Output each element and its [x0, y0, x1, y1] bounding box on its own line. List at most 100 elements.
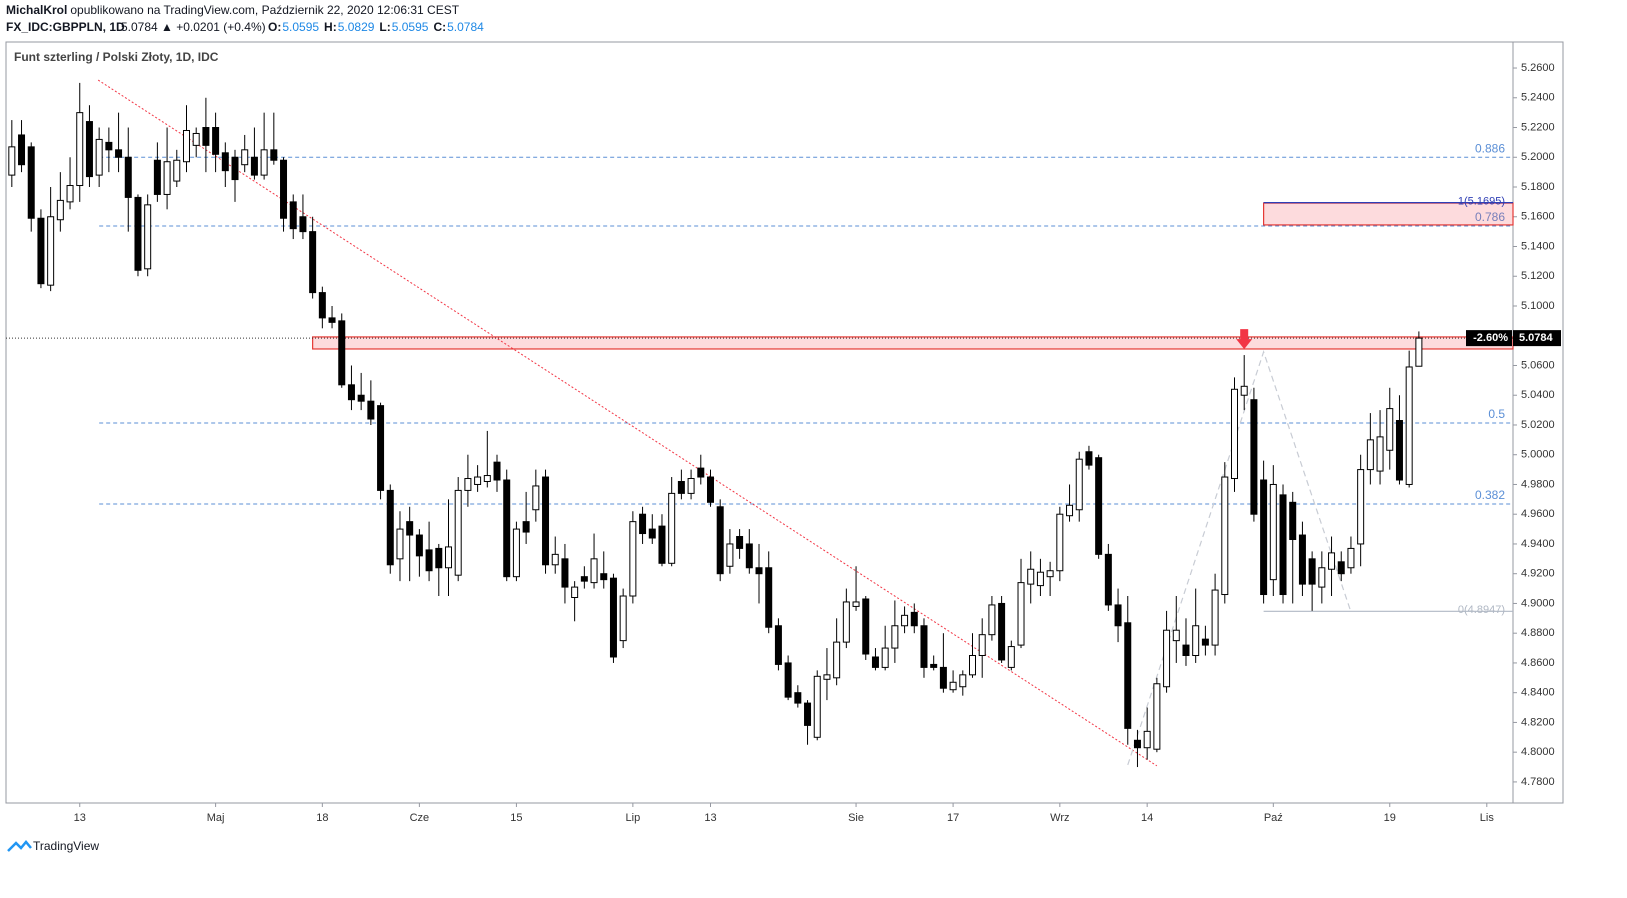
candle-body: [18, 134, 26, 166]
y-tick-label: 5.2400: [1521, 92, 1555, 104]
candle-body: [687, 478, 695, 494]
candle-body: [833, 641, 841, 679]
candle-body: [998, 602, 1006, 661]
candle-body: [1260, 479, 1268, 596]
candle-body: [736, 536, 744, 549]
candle-body: [134, 196, 142, 271]
fib-label: 0.382: [1475, 488, 1505, 502]
candle-body: [270, 149, 278, 161]
zigzag: [1127, 350, 1352, 766]
candle-body: [901, 614, 909, 627]
x-tick-label: 18: [316, 812, 328, 824]
candle-body: [338, 320, 346, 386]
candle-body: [8, 146, 16, 176]
x-tick-label: Wrz: [1050, 812, 1069, 824]
candle-body: [1201, 638, 1209, 646]
x-tick-label: 13: [704, 812, 716, 824]
candle-body: [1357, 469, 1365, 545]
candle-body: [978, 634, 986, 657]
y-tick-label: 4.9200: [1521, 568, 1555, 580]
x-tick-label: Paź: [1264, 812, 1283, 824]
candle-body: [629, 521, 637, 597]
candle-body: [561, 558, 569, 588]
candle-body: [1298, 534, 1306, 585]
candle-body: [192, 132, 200, 146]
candle-body: [1347, 547, 1355, 569]
candle-body: [250, 156, 258, 176]
fib-label: 0.786: [1475, 210, 1505, 224]
candle-body: [105, 141, 113, 151]
candle-body: [1240, 385, 1248, 396]
candle-body: [202, 127, 210, 146]
candle-body: [425, 549, 433, 572]
arrow: [1236, 329, 1253, 350]
candle-body: [1143, 730, 1151, 749]
symbol: FX_IDC:GBPPLN, 1D: [6, 20, 125, 34]
candle-body: [823, 674, 831, 680]
candle-body: [56, 199, 64, 221]
fib-end-label: 1(5.1695): [1458, 196, 1505, 208]
y-tick-label: 4.8800: [1521, 627, 1555, 639]
y-tick-label: 5.0600: [1521, 359, 1555, 371]
y-tick-label: 5.1800: [1521, 181, 1555, 193]
candle-body: [386, 489, 394, 566]
candle-body: [163, 161, 171, 195]
y-tick-label: 4.8400: [1521, 687, 1555, 699]
candle-body: [658, 525, 666, 564]
candle-body: [493, 461, 501, 481]
candle-body: [1182, 644, 1190, 657]
zone: [312, 336, 1514, 350]
ohlc-value: 5.0595: [392, 20, 429, 34]
candle-body: [66, 185, 74, 203]
x-tick-label: Maj: [207, 812, 225, 824]
candle-body: [289, 201, 297, 230]
candle-body: [280, 159, 288, 219]
candle-body: [959, 674, 967, 688]
y-tick-label: 4.8600: [1521, 657, 1555, 669]
y-tick-label: 5.1600: [1521, 211, 1555, 223]
candle-body: [1337, 561, 1345, 575]
candle-body: [1046, 570, 1054, 578]
candle-body: [1386, 408, 1394, 451]
candle-body: [1007, 646, 1015, 668]
y-tick-label: 5.2200: [1521, 121, 1555, 133]
candle-body: [347, 384, 355, 401]
y-tick-label: 5.2600: [1521, 62, 1555, 74]
change-badge-text: -2.60%: [1473, 332, 1508, 344]
candle-body: [299, 216, 307, 233]
candle-body: [639, 513, 647, 535]
candle-body: [1231, 388, 1239, 480]
y-tick-label: 4.8200: [1521, 716, 1555, 728]
y-tick-label: 5.0400: [1521, 389, 1555, 401]
candle-body: [474, 476, 482, 485]
candle-body: [891, 625, 899, 649]
x-tick-label: Sie: [848, 812, 864, 824]
brand: TradingView: [33, 839, 99, 853]
candle-body: [1308, 558, 1316, 585]
candle-body: [1328, 552, 1336, 570]
candle-body: [1163, 629, 1171, 688]
candle-body: [745, 543, 753, 569]
candle-body: [920, 625, 928, 668]
y-tick-label: 4.8000: [1521, 746, 1555, 758]
candle-body: [794, 692, 802, 704]
candle-body: [774, 625, 782, 665]
candle-body: [697, 467, 705, 478]
candle-body: [930, 663, 938, 668]
y-tick-label: 4.9000: [1521, 597, 1555, 609]
footer-logo: TradingView: [7, 839, 99, 853]
candle-body: [1289, 501, 1297, 540]
y-tick-label: 4.9400: [1521, 538, 1555, 550]
candle-body: [328, 317, 336, 323]
candle-body: [784, 662, 792, 698]
candle-body: [212, 127, 220, 155]
x-tick-label: 19: [1384, 812, 1396, 824]
ohlc-value: 5.0595: [282, 20, 319, 34]
candle-body: [1095, 457, 1103, 555]
candle-body: [444, 546, 452, 569]
fib-end-label: 0(4.8947): [1458, 604, 1505, 616]
candle-body: [571, 586, 579, 598]
candle-body: [600, 573, 608, 581]
candle-body: [532, 485, 540, 511]
candle-body: [1104, 553, 1112, 606]
